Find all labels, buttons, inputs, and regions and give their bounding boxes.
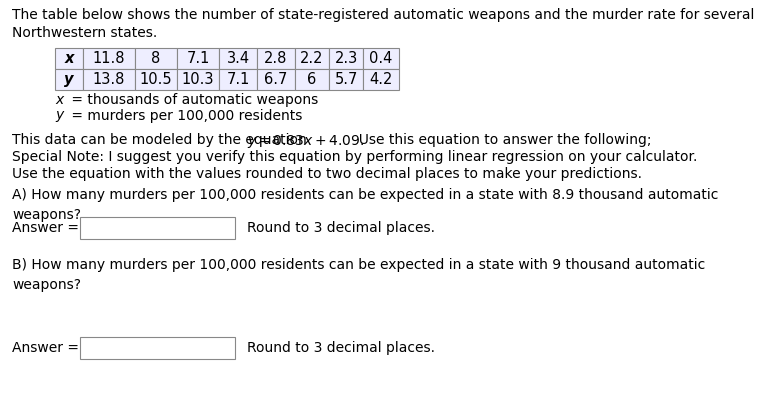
Text: Round to 3 decimal places.: Round to 3 decimal places. [247,341,435,355]
Text: The table below shows the number of state-registered automatic weapons and the m: The table below shows the number of stat… [12,8,754,22]
Text: Round to 3 decimal places.: Round to 3 decimal places. [247,221,435,235]
Bar [55,48,83,69]
Bar [295,69,329,90]
Bar [83,48,135,69]
Text: 6.7: 6.7 [265,72,288,87]
Bar [363,69,399,90]
Bar [177,69,219,90]
Bar [257,69,295,90]
Text: y: y [64,72,74,87]
Bar [80,337,235,359]
Text: 2.3: 2.3 [334,51,358,66]
Text: 5.7: 5.7 [334,72,358,87]
Text: = thousands of automatic weapons: = thousands of automatic weapons [67,93,318,107]
Text: $x$: $x$ [55,93,66,107]
Text: Northwestern states.: Northwestern states. [12,26,157,40]
Text: This data can be modeled by the equation: This data can be modeled by the equation [12,133,311,147]
Text: Answer =: Answer = [12,221,79,235]
Text: 3.4: 3.4 [227,51,249,66]
Text: x: x [64,51,74,66]
Text: Answer =: Answer = [12,341,79,355]
Text: B) How many murders per 100,000 residents can be expected in a state with 9 thou: B) How many murders per 100,000 resident… [12,258,705,292]
Text: 4.2: 4.2 [369,72,393,87]
Bar [219,69,257,90]
Text: $y$: $y$ [55,109,66,124]
Text: = murders per 100,000 residents: = murders per 100,000 residents [67,109,302,123]
Text: Special Note: I suggest you verify this equation by performing linear regression: Special Note: I suggest you verify this … [12,150,697,164]
Text: $y = 0.83x + 4.09.$: $y = 0.83x + 4.09.$ [246,133,364,150]
Bar [329,69,363,90]
Text: 10.3: 10.3 [182,72,215,87]
Text: 10.5: 10.5 [139,72,172,87]
Text: 8: 8 [152,51,161,66]
Bar [55,69,83,90]
Text: 0.4: 0.4 [369,51,393,66]
Text: 2.2: 2.2 [300,51,324,66]
Bar [295,48,329,69]
Bar [135,48,177,69]
Text: Use the equation with the values rounded to two decimal places to make your pred: Use the equation with the values rounded… [12,167,642,181]
Text: 2.8: 2.8 [265,51,288,66]
Bar [80,217,235,239]
Text: A) How many murders per 100,000 residents can be expected in a state with 8.9 th: A) How many murders per 100,000 resident… [12,188,719,222]
Text: 7.1: 7.1 [227,72,249,87]
Text: 6: 6 [308,72,317,87]
Bar [219,48,257,69]
Bar [329,48,363,69]
Text: 13.8: 13.8 [92,72,125,87]
Bar [177,48,219,69]
Bar [363,48,399,69]
Bar [257,48,295,69]
Text: 11.8: 11.8 [92,51,125,66]
Text: Use this equation to answer the following;: Use this equation to answer the followin… [350,133,652,147]
Bar [83,69,135,90]
Bar [135,69,177,90]
Text: 7.1: 7.1 [186,51,210,66]
